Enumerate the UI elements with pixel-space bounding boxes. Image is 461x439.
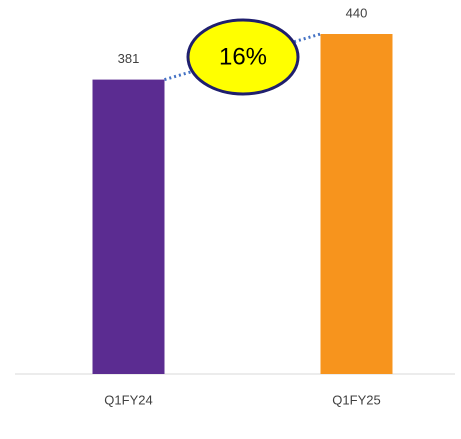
growth-badge — [186, 18, 300, 96]
bar — [320, 34, 393, 374]
value-label: 381 — [118, 51, 140, 66]
bar — [92, 79, 165, 374]
x-tick-label: Q1FY25 — [332, 392, 380, 407]
value-label: 440 — [346, 5, 368, 20]
x-tick-label: Q1FY24 — [104, 392, 152, 407]
growth-label: 16% — [219, 43, 267, 70]
